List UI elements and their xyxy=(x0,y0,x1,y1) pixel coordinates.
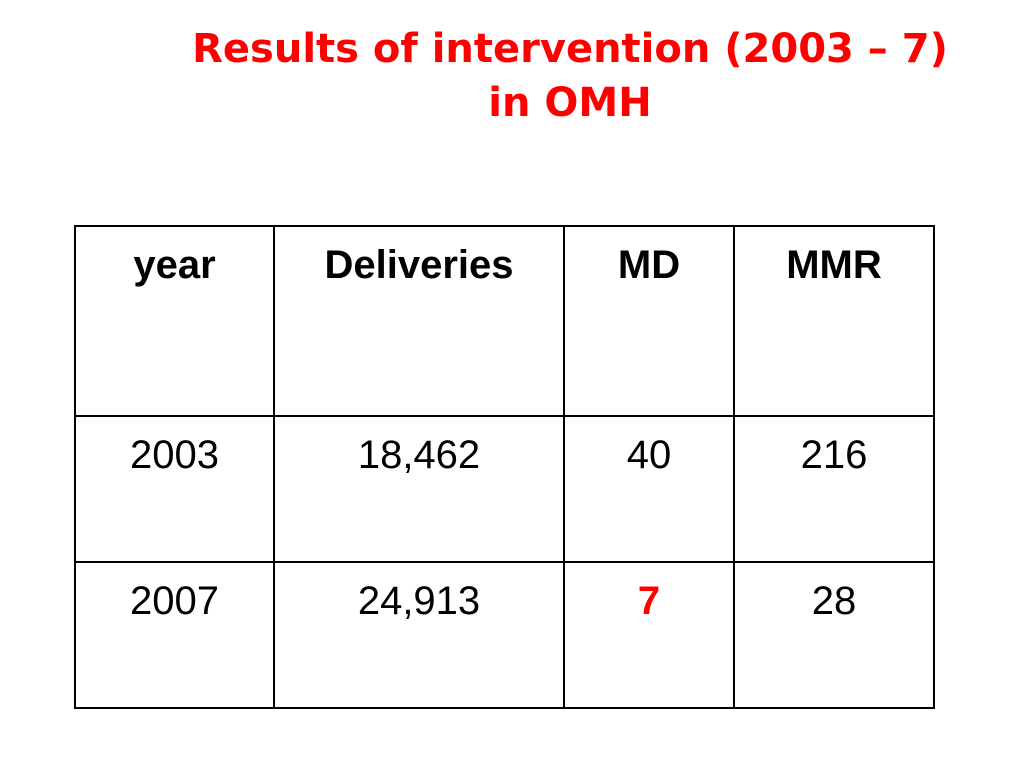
header-mmr: MMR xyxy=(733,225,935,417)
cell-deliveries: 18,462 xyxy=(273,415,565,563)
header-year: year xyxy=(74,225,275,417)
cell-md-highlighted: 7 xyxy=(563,561,735,709)
slide-title: Results of intervention (2003 – 7) in OM… xyxy=(100,22,1024,130)
cell-year: 2007 xyxy=(74,561,275,709)
table-row: 2007 24,913 7 28 xyxy=(74,561,935,709)
cell-mmr: 216 xyxy=(733,415,935,563)
slide-title-line-2: in OMH xyxy=(488,80,652,126)
table-row: 2003 18,462 40 216 xyxy=(74,415,935,563)
cell-md: 40 xyxy=(563,415,735,563)
cell-mmr: 28 xyxy=(733,561,935,709)
header-deliveries: Deliveries xyxy=(273,225,565,417)
cell-deliveries: 24,913 xyxy=(273,561,565,709)
cell-year: 2003 xyxy=(74,415,275,563)
slide-title-line-1: Results of intervention (2003 – 7) xyxy=(192,26,948,72)
table-header-row: year Deliveries MD MMR xyxy=(74,225,935,417)
results-table: year Deliveries MD MMR 2003 18,462 40 21… xyxy=(74,225,935,709)
header-md: MD xyxy=(563,225,735,417)
